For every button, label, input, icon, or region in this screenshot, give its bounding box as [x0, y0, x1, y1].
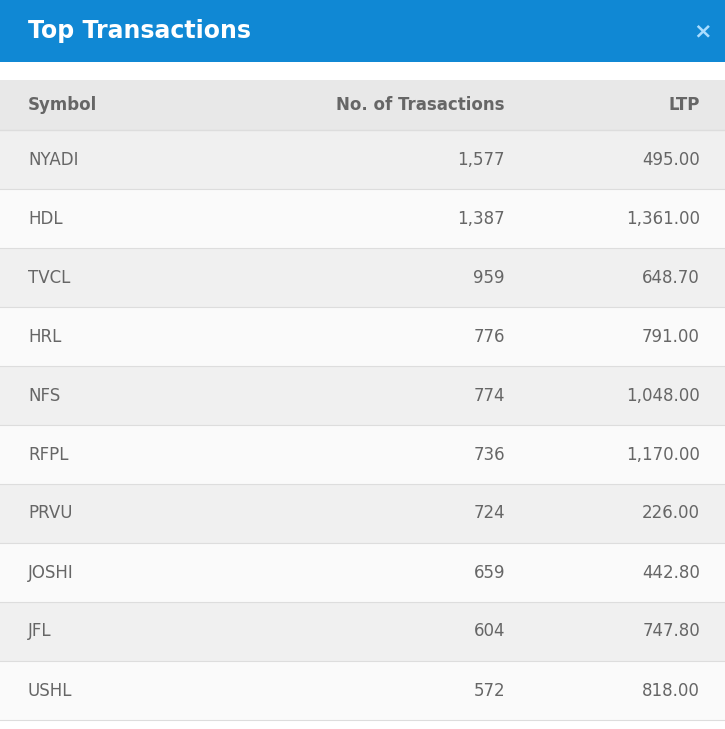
Text: 791.00: 791.00 [642, 327, 700, 346]
Text: 495.00: 495.00 [642, 150, 700, 168]
Text: RFPL: RFPL [28, 445, 68, 464]
Text: 226.00: 226.00 [642, 504, 700, 523]
Bar [0, 366, 725, 425]
Text: 1,048.00: 1,048.00 [626, 386, 700, 405]
Text: ×: × [694, 21, 712, 41]
Text: 959: 959 [473, 268, 505, 286]
Text: 747.80: 747.80 [642, 623, 700, 641]
Text: 1,170.00: 1,170.00 [626, 445, 700, 464]
Text: Symbol: Symbol [28, 96, 97, 114]
Text: USHL: USHL [28, 682, 72, 700]
Text: 1,387: 1,387 [457, 209, 505, 227]
Bar [0, 0, 725, 62]
Bar [0, 80, 725, 130]
Text: LTP: LTP [668, 96, 700, 114]
Text: 1,361.00: 1,361.00 [626, 209, 700, 227]
Text: 572: 572 [473, 682, 505, 700]
Text: JFL: JFL [28, 623, 51, 641]
Text: PRVU: PRVU [28, 504, 72, 523]
Text: 1,577: 1,577 [457, 150, 505, 168]
Bar [0, 425, 725, 484]
Text: HRL: HRL [28, 327, 62, 346]
Text: HDL: HDL [28, 209, 62, 227]
Text: 736: 736 [473, 445, 505, 464]
Text: 774: 774 [473, 386, 505, 405]
Text: JOSHI: JOSHI [28, 564, 74, 582]
Bar [0, 248, 725, 307]
Text: 724: 724 [473, 504, 505, 523]
Text: NYADI: NYADI [28, 150, 78, 168]
Text: NFS: NFS [28, 386, 60, 405]
Bar [0, 484, 725, 543]
Bar [0, 189, 725, 248]
Bar [0, 307, 725, 366]
Bar [0, 62, 725, 80]
Bar [0, 661, 725, 720]
Text: 659: 659 [473, 564, 505, 582]
Text: TVCL: TVCL [28, 268, 70, 286]
Bar [0, 543, 725, 602]
Text: 604: 604 [473, 623, 505, 641]
Text: 818.00: 818.00 [642, 682, 700, 700]
Text: 442.80: 442.80 [642, 564, 700, 582]
Text: 776: 776 [473, 327, 505, 346]
Text: Top Transactions: Top Transactions [28, 19, 251, 43]
Bar [0, 602, 725, 661]
Bar [0, 130, 725, 189]
Text: 648.70: 648.70 [642, 268, 700, 286]
Text: No. of Trasactions: No. of Trasactions [336, 96, 505, 114]
